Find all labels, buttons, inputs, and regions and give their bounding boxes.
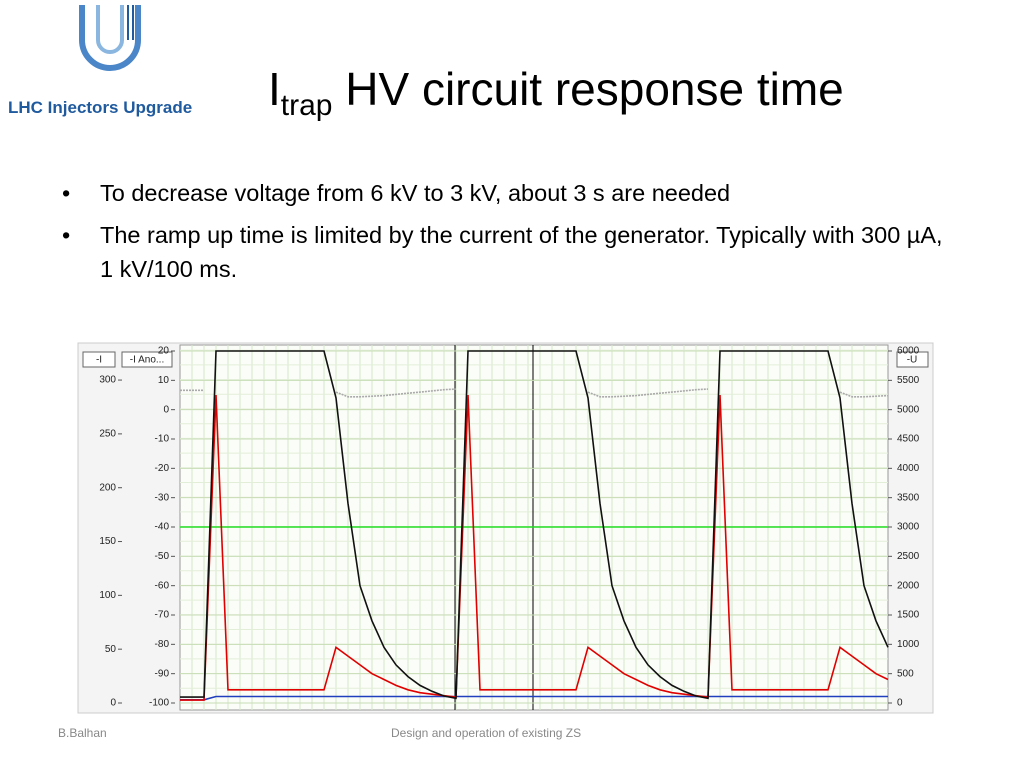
y-tick-label: 150 (99, 536, 116, 547)
y-tick-label: 4000 (897, 463, 920, 474)
y-tick-label: -90 (155, 668, 170, 679)
y-tick-label: -20 (155, 463, 170, 474)
y-tick-label: -40 (155, 522, 170, 533)
y-tick-label: 200 (99, 482, 116, 493)
logo-arc (96, 5, 124, 54)
y-tick-label: 2000 (897, 580, 920, 591)
series-line (180, 388, 889, 398)
title-main: I (268, 63, 281, 115)
y-tick-label: 0 (163, 404, 169, 415)
y-tick-label: -80 (155, 639, 170, 650)
y-tick-label: 1000 (897, 639, 920, 650)
y-tick-label: 20 (158, 346, 170, 357)
series-line (180, 695, 888, 701)
footer-left: B.Balhan (58, 726, 107, 740)
y-tick-label: 1500 (897, 610, 920, 621)
y-tick-label: -10 (155, 434, 170, 445)
y-tick-label: 3500 (897, 492, 920, 503)
title-sub: trap (280, 89, 333, 123)
footer-center: Design and operation of existing ZS (391, 726, 582, 740)
y-tick-label: -30 (155, 492, 170, 503)
y-tick-label: -50 (155, 551, 170, 562)
bullets: To decrease voltage from 6 kV to 3 kV, a… (62, 176, 962, 294)
y-tick-label: 2500 (897, 551, 920, 562)
y-tick-label: 500 (897, 668, 914, 679)
y-tick-label: 5500 (897, 375, 920, 386)
title: Itrap HV circuit response time (268, 62, 844, 123)
y-tick-label: 3000 (897, 522, 920, 533)
logo-arc (127, 5, 134, 40)
y-tick-label: -60 (155, 580, 170, 591)
axis-label-box (82, 351, 116, 368)
y-tick-label: 50 (105, 644, 117, 655)
series-line (180, 350, 889, 700)
axis-label: -I (96, 355, 102, 366)
y-tick-label: 4500 (897, 434, 920, 445)
axis-label: -I Ano... (130, 355, 164, 366)
y-tick-label: 6000 (897, 346, 920, 357)
bullet: The ramp up time is limited by the curre… (62, 218, 962, 286)
y-tick-label: 0 (110, 698, 116, 709)
axis-label-box (121, 351, 173, 368)
title-rest: HV circuit response time (345, 63, 844, 115)
y-tick-label: -70 (155, 610, 170, 621)
logo-text: LHC Injectors Upgrade (8, 98, 193, 117)
y-tick-label: 300 (99, 375, 116, 386)
logo (79, 5, 141, 71)
bullet: To decrease voltage from 6 kV to 3 kV, a… (62, 176, 962, 210)
y-tick-label: -100 (149, 698, 169, 709)
y-tick-label: 5000 (897, 404, 920, 415)
y-tick-label: 0 (897, 698, 903, 709)
axis-label-box (896, 351, 929, 368)
y-tick-label: 10 (158, 375, 170, 386)
y-tick-label: 100 (99, 590, 116, 601)
y-tick-label: 250 (99, 429, 116, 440)
series-line (180, 394, 889, 701)
logo-arc (79, 5, 141, 71)
axis-label: -U (907, 355, 918, 366)
